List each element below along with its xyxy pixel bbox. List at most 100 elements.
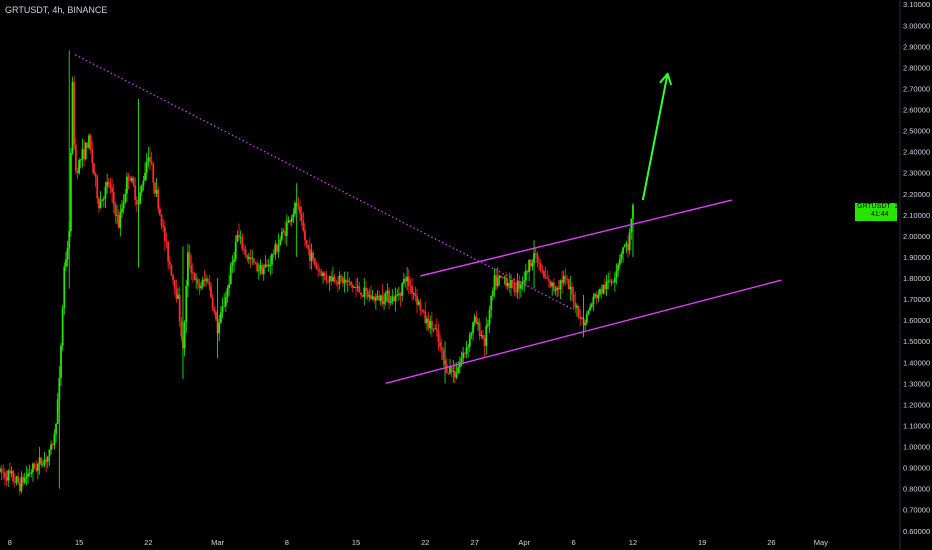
candle-body bbox=[91, 150, 94, 164]
trendline-channel-upper bbox=[420, 199, 733, 277]
candle-body bbox=[187, 252, 189, 286]
candle-body bbox=[498, 275, 501, 279]
candle-body bbox=[4, 472, 6, 478]
candle-body bbox=[98, 198, 100, 209]
candle-body bbox=[61, 307, 64, 346]
candle-body bbox=[561, 280, 563, 283]
candle-body bbox=[552, 282, 555, 291]
price-tick-label: 3.10000 bbox=[903, 0, 930, 9]
candle-body bbox=[264, 264, 267, 268]
candle-body bbox=[579, 316, 582, 319]
candle-body bbox=[389, 301, 392, 304]
candle-body bbox=[79, 159, 82, 161]
candle-body bbox=[505, 277, 507, 287]
candle-body bbox=[33, 463, 36, 469]
candle-body bbox=[608, 280, 611, 282]
candle-body bbox=[447, 372, 450, 374]
candle-body bbox=[78, 160, 81, 174]
candles-layer bbox=[0, 50, 634, 496]
candle-body bbox=[218, 322, 221, 334]
price-tick-label: 0.70000 bbox=[903, 506, 930, 515]
candle-body bbox=[495, 275, 498, 286]
candle-body bbox=[524, 270, 527, 281]
candle-body bbox=[282, 231, 285, 233]
candle-body bbox=[112, 192, 115, 205]
breakout-arrow-head bbox=[659, 72, 672, 86]
candle-body bbox=[526, 270, 529, 273]
candle-body bbox=[119, 212, 122, 228]
price-tick-label: 1.70000 bbox=[903, 295, 930, 304]
candle-body bbox=[114, 204, 117, 216]
candle-body bbox=[248, 257, 250, 260]
candle-body bbox=[13, 481, 16, 483]
price-tick-label: 1.90000 bbox=[903, 253, 930, 262]
candle-body bbox=[604, 284, 606, 290]
candle-body bbox=[5, 477, 8, 481]
candle-body bbox=[620, 253, 623, 260]
candle-body bbox=[475, 316, 478, 325]
candle-body bbox=[226, 287, 229, 298]
candle-body bbox=[351, 284, 354, 288]
candle-body bbox=[571, 286, 573, 295]
candle-body bbox=[190, 265, 193, 273]
time-axis: 8 15 22 Mar 8 15 22 27 Apr 6 12 19 26 May bbox=[8, 538, 828, 547]
candle-body bbox=[577, 305, 580, 317]
candle-body bbox=[249, 257, 252, 260]
candle-body bbox=[262, 267, 265, 275]
candle-body bbox=[398, 293, 400, 295]
candle-body bbox=[56, 399, 59, 424]
candle-body bbox=[277, 245, 280, 252]
price-tick-label: 2.20000 bbox=[903, 190, 930, 199]
candle-body bbox=[584, 322, 587, 326]
candle-body bbox=[203, 279, 206, 281]
candle-body bbox=[290, 217, 293, 222]
candle-body bbox=[548, 279, 550, 281]
candle-body bbox=[576, 305, 578, 308]
candle-body bbox=[86, 142, 89, 148]
candle-body bbox=[32, 463, 34, 473]
candle-body bbox=[89, 135, 92, 151]
candle-body bbox=[630, 218, 633, 233]
candle-body bbox=[239, 236, 242, 238]
candle-body bbox=[266, 264, 268, 267]
candle-body bbox=[289, 220, 292, 222]
candle-body bbox=[46, 456, 49, 462]
candle-body bbox=[308, 249, 311, 261]
trendlines-layer bbox=[74, 54, 782, 385]
candle-body bbox=[345, 279, 348, 282]
candle-body bbox=[229, 265, 232, 285]
symbol-title: GRTUSDT, 4h, BINANCE bbox=[5, 5, 108, 15]
candle-body bbox=[200, 286, 202, 289]
candle-body bbox=[412, 293, 415, 295]
candle-body bbox=[401, 283, 404, 296]
candle-body bbox=[327, 280, 329, 282]
candle-body bbox=[449, 367, 451, 374]
price-tick-label: 0.80000 bbox=[903, 485, 930, 494]
price-tick-label: 2.50000 bbox=[903, 127, 930, 136]
candle-body bbox=[368, 295, 371, 297]
candle-body bbox=[244, 249, 247, 256]
candle-body bbox=[152, 163, 155, 183]
candle-body bbox=[188, 252, 191, 266]
candle-body bbox=[379, 295, 382, 301]
candle-body bbox=[104, 186, 107, 199]
candle-body bbox=[193, 273, 196, 281]
candle-body bbox=[37, 463, 39, 471]
candle-body bbox=[394, 295, 397, 302]
price-tick-label: 2.10000 bbox=[903, 211, 930, 220]
candle-body bbox=[18, 482, 21, 492]
candle-body bbox=[180, 321, 183, 337]
candle-body bbox=[478, 322, 481, 337]
candle-body bbox=[365, 287, 367, 292]
candle-body bbox=[2, 472, 5, 473]
candle-body bbox=[369, 295, 372, 300]
candle-body bbox=[417, 301, 420, 305]
candle-body bbox=[574, 302, 577, 308]
candle-body bbox=[627, 243, 629, 251]
candle-body bbox=[521, 282, 524, 285]
candle-body bbox=[536, 253, 539, 263]
candle-body bbox=[419, 301, 422, 310]
candle-body bbox=[126, 176, 128, 194]
candle-body bbox=[500, 275, 502, 277]
